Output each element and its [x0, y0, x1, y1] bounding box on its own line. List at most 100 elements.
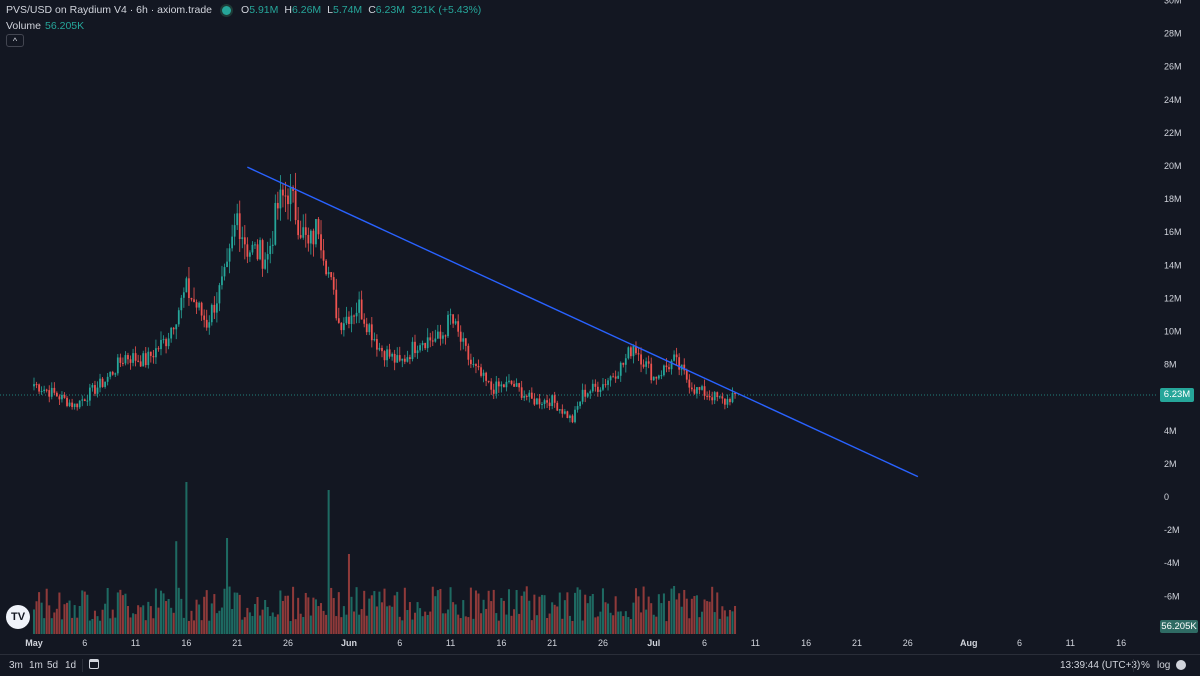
ohlc-close-label: C — [368, 4, 376, 16]
market-status-icon[interactable] — [222, 5, 232, 15]
candle-body — [175, 324, 178, 330]
volume-bar — [647, 596, 650, 634]
candle-body — [226, 261, 228, 268]
candle-body — [685, 370, 688, 380]
ohlc-high-label: H — [284, 4, 292, 16]
candle-body — [624, 358, 627, 365]
candle-body — [353, 315, 355, 317]
volume-bar — [360, 609, 363, 634]
volume-bar — [505, 614, 508, 634]
candle-body — [726, 398, 729, 405]
candle-body — [665, 365, 668, 368]
candle-body — [243, 237, 246, 245]
time-tick-label: 6 — [397, 638, 402, 648]
gear-icon[interactable] — [1176, 660, 1186, 670]
volume-bar — [347, 554, 350, 634]
volume-bar — [716, 592, 719, 634]
volume-bar — [170, 607, 173, 634]
candle-body — [348, 316, 350, 324]
volume-bar — [492, 589, 495, 634]
collapse-legend-button[interactable]: ^ — [6, 34, 24, 47]
candle-body — [530, 392, 533, 399]
volume-bar — [487, 590, 490, 634]
volume-bar — [507, 589, 510, 634]
candle-body — [698, 387, 701, 390]
candle-body — [233, 225, 236, 237]
candle-body — [581, 389, 584, 402]
volume-bar — [370, 595, 373, 634]
volume-bar — [109, 618, 112, 634]
log-toggle[interactable]: log — [1157, 660, 1171, 671]
candle-body — [480, 367, 482, 376]
volume-bar — [406, 610, 409, 634]
volume-bar — [523, 591, 526, 634]
candle-body — [655, 376, 658, 379]
volume-bar — [497, 620, 500, 634]
volume-bar — [238, 594, 241, 634]
candle-body — [411, 341, 414, 360]
candle-body — [505, 381, 508, 388]
volume-bar — [548, 613, 551, 634]
volume-bar — [322, 610, 325, 634]
last-volume-badge: 56.205K — [1160, 620, 1198, 633]
volume-bar — [436, 590, 439, 634]
volume-bar — [325, 614, 328, 634]
volume-bar — [426, 614, 429, 634]
volume-bar — [688, 618, 691, 634]
toolbar-divider — [82, 659, 83, 672]
volume-bar — [241, 619, 244, 634]
timeframe-3m-button[interactable]: 3m — [9, 660, 23, 671]
volume-bar — [78, 605, 81, 634]
candle-body — [213, 304, 216, 313]
volume-bar — [683, 589, 686, 634]
candle-body — [386, 349, 388, 361]
volume-bar — [208, 620, 211, 634]
volume-bar — [396, 591, 399, 634]
candle-body — [132, 353, 134, 363]
volume-bar — [431, 586, 434, 634]
candle-body — [78, 400, 81, 408]
candle-body — [688, 379, 691, 388]
candle-body — [500, 384, 503, 387]
price-tick-label: 18M — [1164, 194, 1182, 204]
calendar-icon[interactable] — [89, 659, 99, 669]
candle-body — [73, 403, 76, 407]
candle-body — [50, 387, 53, 397]
candle-body — [378, 347, 381, 350]
ohlc-high-value: 6.26M — [291, 4, 322, 16]
volume-bar — [706, 601, 709, 634]
candle-body — [129, 359, 132, 363]
timeframe-1m-button[interactable]: 1m — [29, 660, 43, 671]
volume-bar — [337, 592, 340, 634]
candle-body — [431, 340, 434, 342]
candle-body — [467, 345, 470, 360]
timeframe-5d-button[interactable]: 5d — [47, 660, 59, 671]
candle-body — [376, 339, 378, 350]
volume-bar — [63, 604, 66, 634]
volume-bar — [490, 601, 493, 634]
percent-toggle[interactable]: % — [1141, 660, 1150, 671]
candle-body — [340, 322, 343, 331]
candle-body — [144, 353, 147, 366]
trendline[interactable] — [247, 166, 919, 478]
candle-body — [652, 376, 655, 381]
tradingview-logo-icon[interactable]: TV — [6, 605, 30, 629]
candle-body — [320, 234, 322, 251]
timeframe-1d-button[interactable]: 1d — [65, 660, 77, 671]
volume-bar — [363, 590, 366, 634]
volume-bar — [665, 621, 668, 634]
candle-body — [421, 342, 424, 346]
volume-bar — [612, 615, 615, 634]
volume-bar — [35, 601, 38, 634]
candle-body — [637, 353, 640, 355]
price-tick-label: 20M — [1164, 161, 1182, 171]
candle-body — [591, 383, 594, 392]
candle-body — [198, 302, 200, 308]
candle-body — [566, 411, 569, 419]
volume-bar — [462, 600, 465, 634]
volume-bar — [670, 588, 673, 634]
candle-body — [101, 378, 104, 387]
candle-body — [647, 361, 650, 364]
volume-bar — [251, 615, 254, 634]
